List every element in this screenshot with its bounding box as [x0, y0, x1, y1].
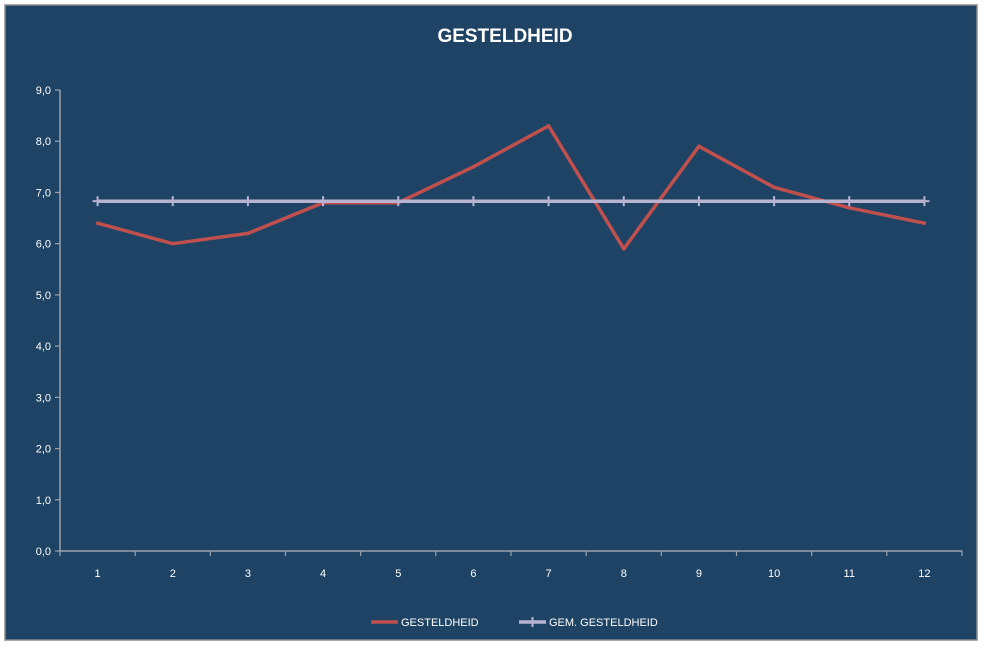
y-tick-label: 6,0: [36, 239, 51, 251]
data-point: [167, 196, 178, 207]
data-point: [468, 196, 479, 207]
y-tick-label: 7,0: [36, 187, 51, 199]
data-point: [543, 196, 554, 207]
data-point: [393, 196, 404, 207]
x-tick-label: 2: [170, 568, 176, 580]
y-tick-label: 5,0: [36, 290, 51, 302]
x-tick-label: 9: [696, 568, 702, 580]
data-point: [772, 185, 776, 190]
data-point: [697, 144, 701, 149]
legend-label: GESTELDHEID: [401, 617, 479, 629]
y-tick-label: 9,0: [36, 85, 51, 97]
y-tick-label: 0,0: [36, 546, 51, 558]
x-tick-label: 3: [245, 568, 251, 580]
x-tick-label: 12: [918, 568, 930, 580]
data-point: [919, 196, 930, 207]
data-point: [246, 231, 250, 236]
data-point: [95, 221, 100, 225]
series-line-1: [97, 124, 925, 251]
y-tick-label: 4,0: [36, 341, 51, 353]
x-tick-label: 7: [546, 568, 552, 580]
chart-title: GESTELDHEID: [437, 26, 572, 47]
y-tick-label: 1,0: [36, 495, 51, 507]
chart-background: [4, 4, 978, 641]
y-tick-label: 2,0: [36, 444, 51, 456]
data-point: [769, 196, 780, 207]
x-tick-label: 8: [621, 568, 627, 580]
axes: 0,01,02,03,04,05,06,07,08,09,01 2 3 4 5 6 7 8 9 1…: [36, 85, 963, 580]
series-lines: [92, 124, 930, 251]
legend-label: GEM. GESTELDHEID: [549, 617, 658, 629]
legend-item-1: GESTELDHEID: [371, 617, 479, 629]
data-point: [922, 221, 927, 225]
data-point: [618, 196, 629, 207]
x-tick-label: 11: [844, 568, 855, 580]
data-point: [847, 206, 852, 210]
data-point: [242, 196, 253, 207]
x-tick-label: 6: [470, 568, 476, 580]
data-point: [170, 241, 175, 246]
data-point: [621, 246, 626, 251]
x-tick-label: 1: [95, 568, 101, 580]
data-point: [546, 124, 551, 128]
y-tick-label: 3,0: [36, 392, 51, 404]
x-tick-label: 10: [768, 568, 780, 580]
data-point: [471, 165, 476, 169]
y-tick-label: 8,0: [36, 136, 51, 148]
x-tick-label: 5: [395, 568, 401, 580]
x-tick-label: 4: [320, 568, 326, 580]
data-point: [318, 196, 329, 207]
data-point: [92, 196, 103, 207]
legend: GESTELDHEID GEM. GESTELDHEID: [371, 617, 658, 629]
data-point: [844, 196, 855, 207]
data-point: [693, 196, 704, 207]
legend-item-2: GEM. GESTELDHEID: [519, 617, 658, 629]
